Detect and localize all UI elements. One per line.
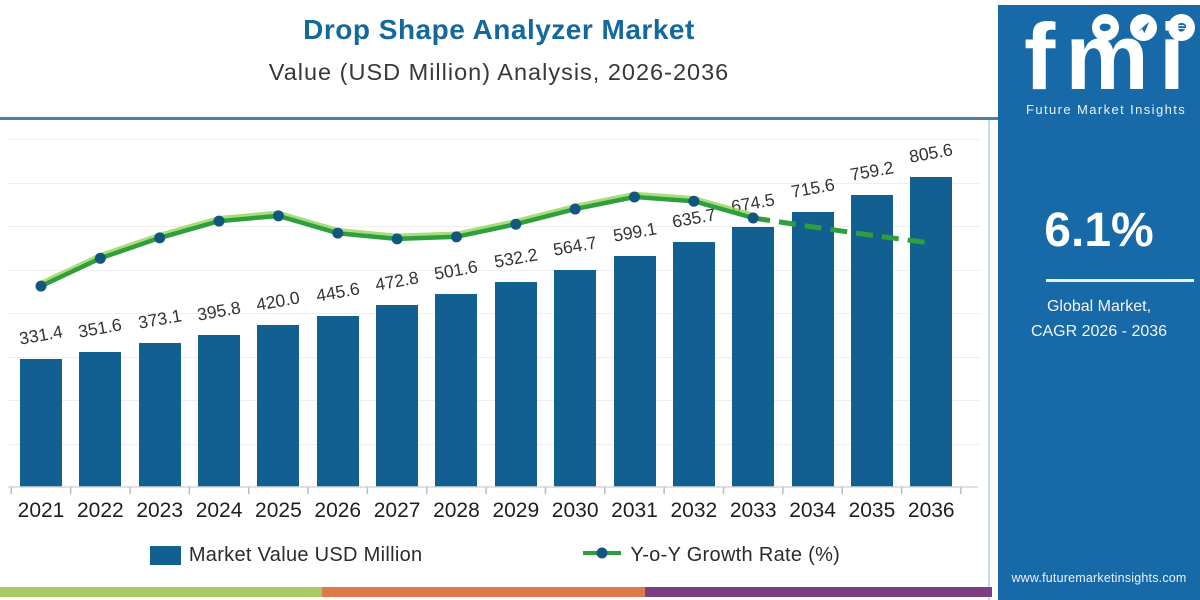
fmi-logo-caption: Future Market Insights [1026, 102, 1187, 117]
growth-line-marker [332, 227, 344, 239]
year-label: 2022 [76, 499, 124, 522]
bar-2022 [79, 351, 122, 487]
gridline [8, 400, 980, 401]
cagr-caption-line1: Global Market, [1046, 298, 1152, 315]
bar-2036 [910, 177, 953, 487]
year-label: 2021 [17, 499, 65, 522]
gridline [8, 182, 980, 184]
year-label: 2036 [907, 499, 955, 522]
gridline [8, 356, 980, 358]
year-label: 2032 [670, 499, 718, 522]
cagr-caption-line2: CAGR 2026 - 2036 [1030, 322, 1168, 340]
year-label: 2026 [314, 499, 362, 522]
year-label: 2028 [433, 499, 480, 522]
bar-2024 [198, 334, 241, 487]
bar-2035 [850, 194, 893, 487]
growth-line-marker [629, 191, 640, 203]
bar-2026 [316, 315, 359, 487]
cagr-value: 6.1% [1044, 204, 1154, 257]
gridline [8, 313, 980, 314]
footer-bar-orange-segment [322, 587, 645, 597]
growth-line-marker [391, 233, 403, 245]
cagr-caption: Global Market, CAGR 2026 - 2036 [998, 295, 1200, 345]
bar-2029 [494, 282, 537, 487]
growth-line-marker [510, 218, 522, 230]
growth-line-marker [272, 210, 284, 222]
growth-line-dashed-forecast [752, 215, 932, 246]
bar-2033 [732, 227, 775, 487]
year-label: 2034 [789, 499, 836, 522]
bar-2021 [20, 359, 62, 487]
growth-line-marker [213, 215, 225, 227]
year-label: 2027 [373, 499, 421, 522]
legend-item-market-value: Market Value USD Million [149, 544, 423, 567]
bar-2028 [435, 293, 478, 487]
bar-2023 [138, 343, 181, 487]
growth-line-marker [747, 212, 759, 224]
year-label: 2030 [551, 499, 599, 522]
bar-swatch-icon [149, 546, 181, 565]
fmi-logo: fmi [1024, 5, 1195, 109]
bar-2025 [257, 325, 300, 487]
year-label: 2023 [136, 499, 184, 522]
page-title: Drop Shape Analyzer Market [303, 14, 695, 45]
growth-line-marker [35, 280, 47, 292]
growth-line-marker [154, 232, 166, 244]
footer-bar-green-segment [0, 587, 322, 597]
year-label: 2029 [492, 499, 540, 522]
gridline [8, 269, 980, 271]
bar-2031 [613, 256, 656, 487]
growth-line-marker [94, 252, 106, 264]
footer-bar-purple-segment [645, 587, 992, 597]
legend-bar-label: Market Value USD Million [188, 544, 423, 566]
footer-color-bar [0, 587, 992, 597]
bar-2027 [376, 305, 419, 487]
growth-line-marker [450, 231, 462, 243]
growth-line-marker [688, 195, 700, 207]
gridline [8, 443, 980, 445]
plane-icon [1130, 14, 1157, 41]
chart-legend: Market Value USD Million Y-o-Y Growth Ra… [0, 544, 990, 567]
year-label: 2035 [848, 499, 896, 522]
growth-line-layer [8, 191, 978, 494]
chart-panel: Market Value USD Million Y-o-Y Growth Ra… [0, 120, 990, 600]
legend-item-growth-rate: Y-o-Y Growth Rate (%) [582, 544, 840, 567]
chart-header: Drop Shape Analyzer Market Value (USD Mi… [0, 0, 998, 86]
logo-icons-row [1092, 14, 1195, 41]
globe-icon [1168, 14, 1195, 41]
website-url: www.futuremarketinsights.com [1011, 571, 1187, 585]
year-label: 2024 [195, 499, 243, 522]
bar-2032 [672, 242, 715, 487]
year-label: 2031 [611, 499, 658, 522]
legend-line-label: Y-o-Y Growth Rate (%) [630, 544, 841, 566]
bar-2034 [791, 211, 834, 487]
line-marker-icon [582, 546, 622, 565]
page-subtitle: Value (USD Million) Analysis, 2026-2036 [268, 59, 730, 85]
cagr-divider [1046, 279, 1194, 282]
growth-line-marker [569, 203, 581, 215]
chart-section: Drop Shape Analyzer Market Value (USD Mi… [0, 0, 998, 600]
year-label: 2033 [729, 499, 777, 522]
map-icon [1092, 14, 1119, 41]
year-label: 2025 [255, 499, 302, 522]
gridline [8, 139, 980, 140]
fmi-sidebar: fmi Future Market Insights 6.1% Global M… [998, 5, 1200, 600]
bar-2030 [554, 269, 597, 487]
header-divider [0, 117, 998, 120]
